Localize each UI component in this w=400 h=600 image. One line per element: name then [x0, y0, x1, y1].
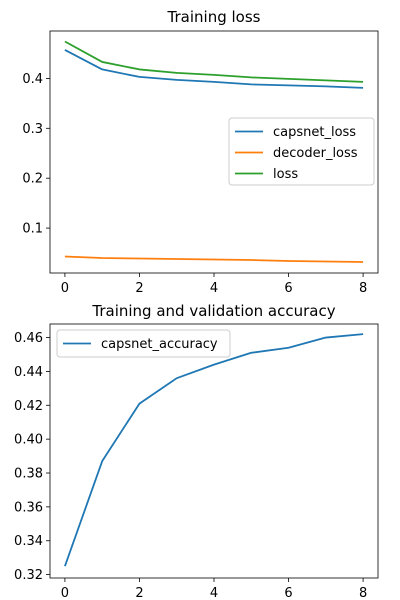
- x-tick-label: 8: [359, 281, 367, 296]
- y-tick-label: 0.42: [14, 399, 43, 414]
- chart-title: Training and validation accuracy: [91, 302, 335, 320]
- x-tick-label: 6: [284, 586, 292, 600]
- x-tick-label: 0: [61, 586, 69, 600]
- x-tick-label: 4: [210, 281, 218, 296]
- series-line-loss: [64, 40, 364, 83]
- legend: capsnet_accuracy: [56, 329, 231, 358]
- legend-label: capsnet_loss: [273, 125, 356, 140]
- x-tick-label: 8: [359, 586, 367, 600]
- y-tick-label: 0.4: [22, 72, 43, 87]
- y-tick-label: 0.34: [14, 534, 43, 549]
- series-line-capsnet-loss: [64, 49, 364, 89]
- plot-area: [49, 323, 379, 579]
- training-loss-chart: Training loss 0.1 0.2 0.3 0.4 0 2 4 6 8 capsnet_lo…: [22, 8, 379, 296]
- y-tick-label: 0.44: [14, 365, 43, 380]
- legend-label: capsnet_accuracy: [101, 337, 218, 352]
- x-tick-label: 2: [135, 281, 143, 296]
- y-tick-label: 0.1: [22, 222, 43, 237]
- x-tick-label: 6: [284, 281, 292, 296]
- training-accuracy-chart: Training and validation accuracy 0.32 0.34…: [14, 302, 379, 600]
- chart-title: Training loss: [167, 8, 261, 26]
- y-tick-label: 0.38: [14, 467, 43, 482]
- y-tick-label: 0.3: [22, 122, 43, 137]
- x-tick-label: 0: [61, 281, 69, 296]
- legend-label: decoder_loss: [273, 146, 358, 161]
- series-line-capsnet-accuracy: [64, 333, 364, 567]
- plot-area: [49, 30, 379, 274]
- legend-box: [228, 117, 375, 186]
- y-tick-label: 0.36: [14, 500, 43, 515]
- y-tick-label: 0.46: [14, 331, 43, 346]
- x-tick-label: 2: [135, 586, 143, 600]
- y-tick-label: 0.2: [22, 172, 43, 187]
- y-tick-label: 0.32: [14, 568, 43, 583]
- y-tick-label: 0.40: [14, 433, 43, 448]
- legend-box: [56, 329, 231, 358]
- legend-label: loss: [273, 167, 298, 182]
- x-tick-label: 4: [210, 586, 218, 600]
- series-line-decoder-loss: [64, 255, 364, 263]
